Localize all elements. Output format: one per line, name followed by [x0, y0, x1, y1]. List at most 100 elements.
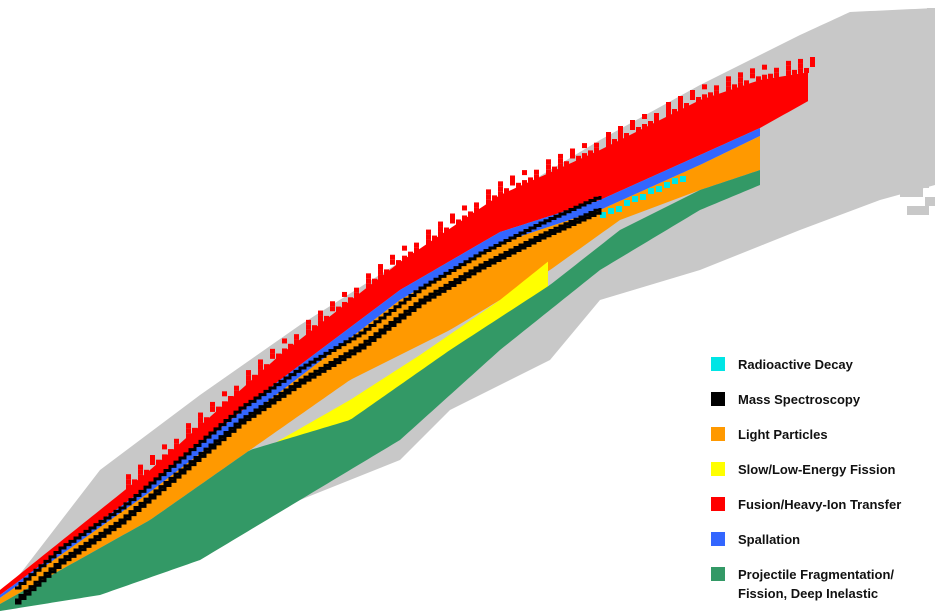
fusion-cell	[348, 297, 353, 303]
legend-swatch-light-particles	[711, 427, 725, 441]
mass-spectroscopy-line	[15, 211, 602, 605]
legend-item-fusion-transfer: Fusion/Heavy-Ion Transfer	[711, 495, 901, 514]
fusion-cell	[306, 329, 311, 335]
decay-cell	[672, 178, 678, 184]
fusion-cell	[810, 57, 815, 62]
fusion-cell	[126, 479, 131, 485]
fusion-cell	[378, 274, 383, 280]
fusion-cell	[750, 73, 755, 79]
fusion-cell	[414, 247, 419, 253]
decay-cell	[624, 200, 630, 206]
fusion-cell	[522, 170, 527, 176]
fusion-cell	[450, 218, 455, 224]
predicted-cell	[907, 206, 929, 215]
fusion-cell	[246, 375, 251, 381]
predicted-cell	[901, 98, 929, 107]
legend-label-fusion-transfer: Fusion/Heavy-Ion Transfer	[738, 497, 902, 512]
fusion-cell	[546, 164, 551, 170]
fusion-cell	[312, 325, 317, 331]
legend-label-radioactive-decay: Radioactive Decay	[738, 357, 853, 372]
fusion-cell	[798, 58, 803, 64]
legend-label-slow-fission: Slow/Low-Energy Fission	[738, 462, 896, 477]
fusion-cell	[246, 370, 251, 376]
fusion-cell	[162, 454, 167, 460]
fusion-cell	[354, 292, 359, 298]
fusion-cell	[732, 84, 737, 90]
fusion-cell	[744, 80, 749, 86]
decay-cell	[616, 206, 622, 212]
legend-swatch-fragmentation	[711, 567, 725, 581]
fusion-cell	[174, 438, 179, 444]
fusion-cell	[804, 67, 809, 73]
legend-swatch-fusion-transfer	[711, 497, 725, 511]
fusion-cell	[636, 127, 641, 132]
predicted-cell	[918, 179, 929, 188]
predicted-cell	[916, 35, 935, 44]
fusion-cell	[762, 64, 767, 70]
fusion-cell	[342, 301, 347, 307]
fusion-cell	[216, 406, 221, 412]
fusion-cell	[726, 81, 731, 87]
predicted-cell	[904, 152, 929, 161]
predicted-cell	[908, 116, 935, 125]
fusion-cell	[654, 118, 659, 123]
fusion-cell	[186, 428, 191, 434]
fusion-cell	[486, 199, 491, 205]
fusion-cell	[306, 324, 311, 330]
fusion-cell	[378, 264, 383, 270]
fusion-cell	[264, 364, 269, 370]
fusion-cell	[678, 101, 683, 106]
fusion-cell	[270, 353, 275, 359]
fusion-cell	[684, 103, 689, 108]
fusion-cell	[438, 221, 443, 227]
fusion-cell	[468, 211, 473, 217]
fusion-cell	[162, 444, 167, 450]
predicted-cell	[897, 134, 923, 143]
fusion-cell	[258, 359, 263, 365]
fusion-cell	[138, 474, 143, 480]
predicted-cell	[908, 107, 923, 116]
fusion-cell	[402, 255, 407, 261]
fusion-cell	[546, 159, 551, 165]
fusion-cell	[132, 479, 137, 485]
fusion-cell	[174, 443, 179, 449]
fusion-cell	[288, 343, 293, 349]
fusion-cell	[474, 202, 479, 208]
fusion-cell	[672, 109, 677, 114]
fusion-cell	[798, 68, 803, 74]
fusion-cell	[330, 301, 335, 307]
fusion-cell	[456, 219, 461, 225]
fusion-cell	[810, 62, 815, 67]
legend-item-light-particles: Light Particles	[711, 425, 828, 444]
fusion-cell	[282, 348, 287, 354]
fusion-cell	[228, 396, 233, 401]
predicted-cell	[915, 125, 929, 134]
fusion-cell	[318, 315, 323, 321]
fusion-cell	[426, 229, 431, 235]
predicted-cell	[894, 80, 923, 89]
fusion-cell	[534, 169, 539, 175]
predicted-cell	[891, 26, 923, 35]
fusion-cell	[606, 142, 611, 147]
fusion-cell	[714, 90, 719, 96]
fusion-cell	[762, 74, 767, 80]
fusion-cell	[258, 369, 263, 375]
predicted-cell	[911, 161, 923, 170]
fusion-cell	[642, 124, 647, 129]
fusion-cell	[318, 320, 323, 326]
fusion-cell	[462, 205, 467, 211]
fusion-cell	[588, 150, 593, 156]
fusion-cell	[222, 391, 227, 397]
legend-label-mass-spectroscopy: Mass Spectroscopy	[738, 392, 861, 407]
fusion-cell	[504, 188, 509, 194]
legend-item-spallation: Spallation	[711, 530, 800, 549]
fusion-cell	[150, 455, 155, 460]
fusion-cell	[642, 114, 647, 119]
fusion-cell	[234, 385, 239, 391]
fusion-cell	[726, 86, 731, 92]
fusion-cell	[192, 427, 197, 433]
fusion-cell	[510, 180, 515, 186]
decay-cell	[656, 186, 662, 192]
fusion-cell	[492, 195, 497, 201]
